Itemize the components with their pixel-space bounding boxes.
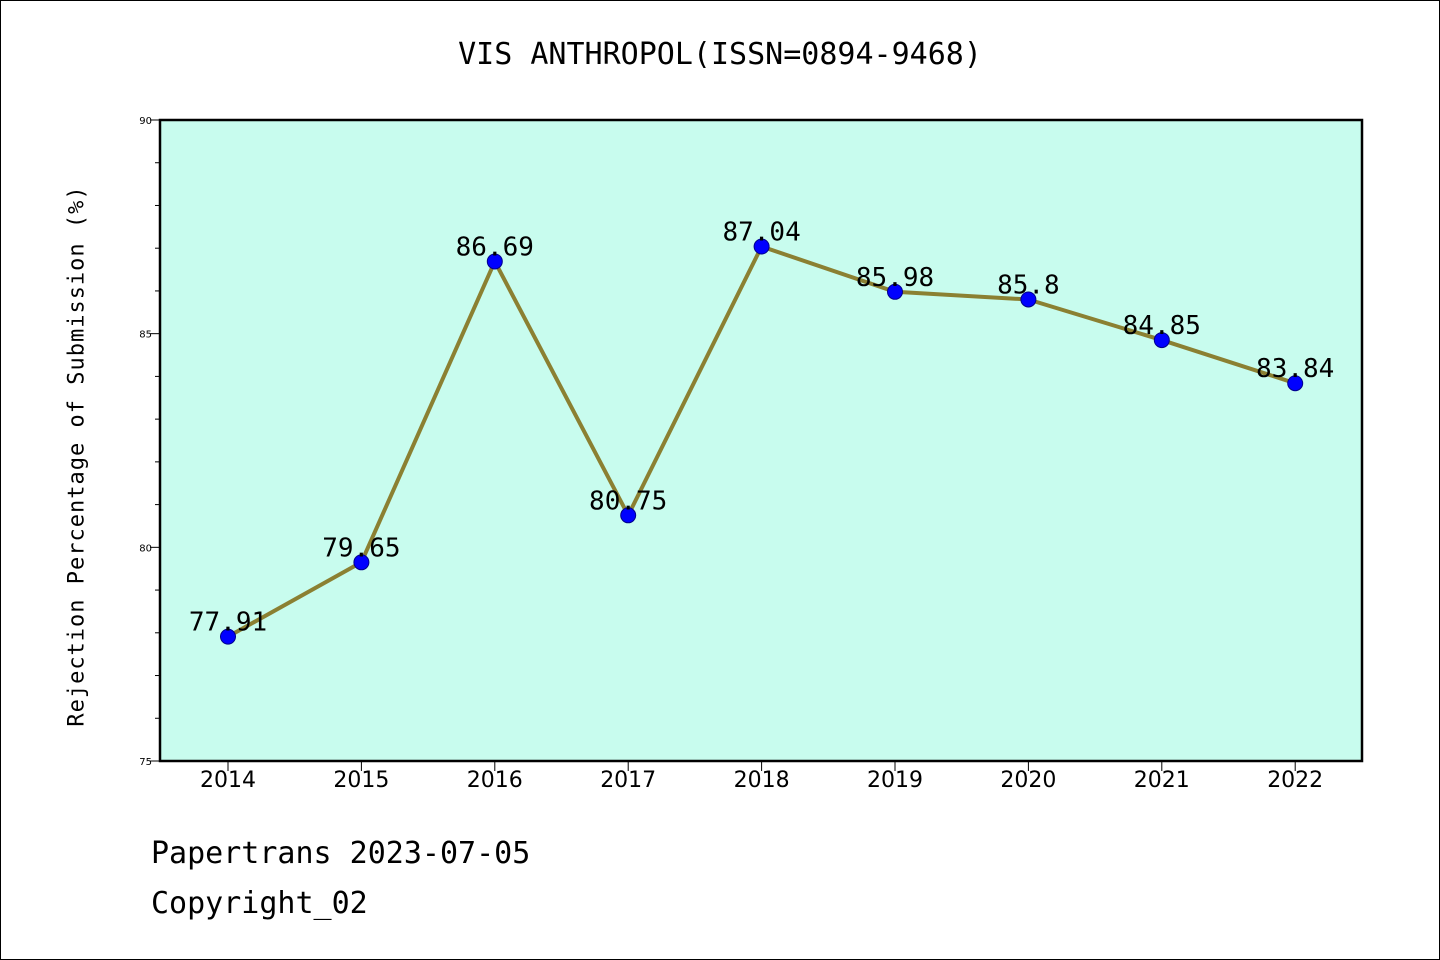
footer-copyright: Copyright_02	[151, 886, 368, 921]
data-point	[753, 238, 770, 255]
chart-title: VIS ANTHROPOL(ISSN=0894-9468)	[458, 37, 982, 72]
data-point	[1287, 375, 1304, 392]
y-tick-label: 85	[139, 330, 152, 341]
x-tick-label: 2018	[734, 768, 790, 793]
data-point	[620, 507, 637, 524]
data-label: 85.98	[856, 263, 934, 293]
x-tick-label: 2017	[600, 768, 656, 793]
data-point	[1020, 291, 1037, 308]
x-tick-label: 2014	[200, 768, 256, 793]
data-point	[1153, 332, 1170, 349]
data-label: 85.8	[997, 270, 1060, 300]
y-tick-label: 80	[139, 543, 152, 554]
data-label: 77.91	[189, 608, 267, 638]
data-label: 87.04	[722, 217, 800, 247]
x-tick-label: 2019	[867, 768, 923, 793]
data-point	[220, 628, 236, 645]
data-label: 86.69	[456, 232, 534, 262]
x-tick-label: 2016	[467, 768, 523, 793]
data-label: 79.65	[322, 533, 400, 563]
plot-area	[160, 120, 1362, 761]
data-label: 80.75	[589, 486, 667, 516]
data-point	[486, 253, 503, 270]
x-tick-label: 2021	[1134, 768, 1190, 793]
data-point	[887, 283, 903, 300]
data-point	[353, 554, 370, 571]
footer-date: Papertrans 2023-07-05	[151, 836, 531, 871]
x-tick-label: 2022	[1267, 768, 1323, 793]
x-tick-label: 2015	[333, 768, 389, 793]
y-tick-label: 75	[139, 757, 152, 768]
plot-border	[158, 118, 1364, 763]
y-tick-label: 90	[139, 116, 152, 127]
x-tick-label: 2020	[1000, 768, 1056, 793]
data-label: 84.85	[1123, 311, 1201, 341]
data-label: 83.84	[1256, 354, 1334, 384]
